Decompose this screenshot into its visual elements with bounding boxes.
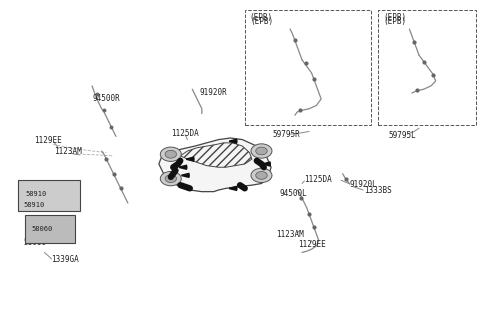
Text: (EPB): (EPB)	[251, 17, 274, 26]
Text: (EPB): (EPB)	[383, 17, 406, 26]
Text: 94500L: 94500L	[279, 190, 307, 198]
Wedge shape	[181, 173, 190, 178]
Bar	[378, 10, 476, 125]
Circle shape	[160, 147, 181, 161]
Text: 91920R: 91920R	[199, 88, 227, 97]
Circle shape	[251, 168, 272, 183]
Text: 94500R: 94500R	[92, 94, 120, 103]
Wedge shape	[229, 186, 238, 191]
Circle shape	[256, 147, 267, 155]
Wedge shape	[179, 164, 188, 170]
Text: 59795L: 59795L	[389, 131, 417, 140]
Text: 91920L: 91920L	[350, 180, 377, 189]
Circle shape	[160, 172, 181, 186]
Polygon shape	[159, 138, 271, 192]
Text: 1125DA: 1125DA	[304, 175, 332, 184]
Text: 58910: 58910	[22, 200, 45, 209]
Circle shape	[256, 172, 267, 179]
Text: 58060: 58060	[31, 226, 52, 232]
Bar	[245, 10, 371, 125]
Text: 59795R: 59795R	[273, 130, 300, 139]
Text: 1123AM: 1123AM	[276, 230, 303, 239]
Text: 1339GA: 1339GA	[51, 256, 79, 264]
FancyBboxPatch shape	[18, 180, 80, 211]
Text: 1123AM: 1123AM	[54, 148, 82, 156]
Text: (EPB): (EPB)	[383, 13, 406, 22]
FancyBboxPatch shape	[25, 215, 75, 243]
Text: 58910: 58910	[24, 202, 45, 208]
Wedge shape	[262, 161, 271, 167]
Text: 1129EE: 1129EE	[34, 136, 61, 145]
Text: (EPB): (EPB)	[250, 13, 273, 22]
Circle shape	[165, 175, 177, 183]
Text: 1333BS: 1333BS	[364, 186, 392, 195]
Text: 1125DA: 1125DA	[171, 129, 199, 138]
Circle shape	[251, 144, 272, 158]
Circle shape	[165, 150, 177, 158]
Text: 58910: 58910	[25, 191, 47, 197]
Wedge shape	[186, 156, 195, 162]
Wedge shape	[229, 138, 238, 144]
Text: 58060: 58060	[24, 237, 47, 247]
Text: 1129EE: 1129EE	[298, 240, 326, 249]
